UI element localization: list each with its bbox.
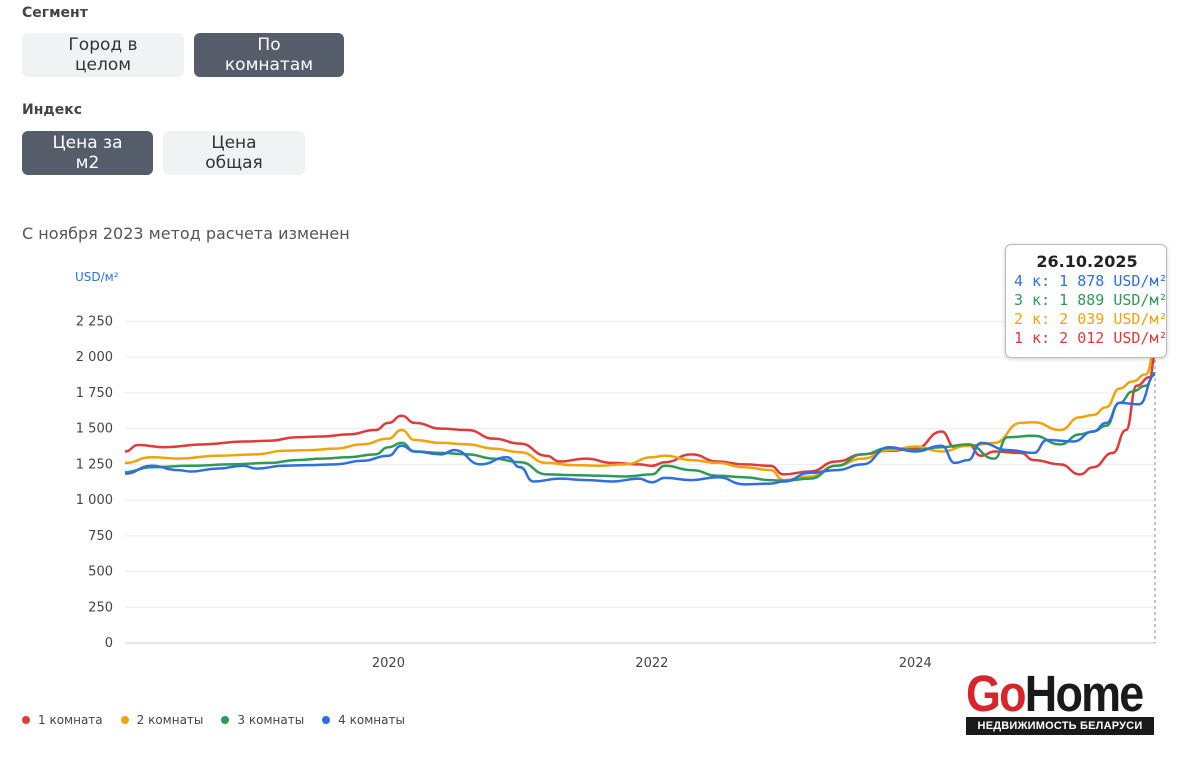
hover-tooltip: 26.10.2025 4 к: 1 878 USD/м² 3 к: 1 889 … [1005, 244, 1168, 358]
y-tick-label: 2 000 [76, 350, 113, 365]
segment-label: Сегмент [22, 5, 88, 21]
legend-item-2-rooms[interactable]: 2 комнаты [120, 713, 204, 727]
logo-subtitle: НЕДВИЖИМОСТЬ БЕЛАРУСИ [966, 717, 1154, 735]
segment-rooms-button[interactable]: По комнатам [194, 33, 344, 77]
tooltip-date: 26.10.2025 [1036, 252, 1138, 271]
y-tick-label: 0 [105, 636, 113, 651]
legend-dot-3-rooms [221, 716, 230, 724]
index-label: Индекс [22, 102, 82, 118]
series-line-3 [124, 371, 1156, 483]
legend-item-4-rooms[interactable]: 4 комнаты [322, 713, 405, 727]
y-tick-label: 2 250 [76, 314, 113, 329]
series-lines [124, 350, 1157, 486]
grid-lines [125, 320, 1155, 644]
legend-dot-1-room [22, 716, 30, 724]
gohome-logo[interactable]: GoHome НЕДВИЖИМОСТЬ БЕЛАРУСИ [966, 668, 1156, 736]
y-tick-label: 750 [88, 529, 113, 544]
tooltip-row-2-rooms: 2 к: 2 039 USD/м² [1014, 310, 1168, 328]
legend-item-3-rooms[interactable]: 3 комнаты [221, 713, 304, 727]
x-tick-label: 2020 [372, 656, 405, 671]
y-tick-label: 1 000 [76, 493, 113, 508]
logo-wordmark: GoHome [966, 668, 1144, 719]
y-tick-label: 1 250 [76, 457, 113, 472]
y-axis-ticks: 0 250 500 750 1 000 1 250 1 500 1 750 2 000 2 250 [76, 314, 113, 651]
x-tick-label: 2024 [899, 656, 932, 671]
series-line-1 [124, 354, 1157, 476]
logo-home: Home [1024, 665, 1144, 722]
y-tick-label: 1 500 [76, 422, 113, 437]
y-axis-unit-label: USD/м² [75, 270, 119, 284]
legend-dot-2-rooms [120, 716, 129, 724]
index-total-price-button[interactable]: Цена общая [163, 131, 305, 175]
logo-go: Go [966, 665, 1027, 722]
legend-label-4-rooms: 4 комнаты [338, 713, 405, 727]
legend-label-1-room: 1 комната [38, 713, 103, 727]
legend-label-3-rooms: 3 комнаты [237, 713, 305, 727]
series-line-4 [124, 373, 1156, 486]
x-tick-label: 2022 [635, 656, 668, 671]
x-axis-ticks: 2020 2022 2024 [372, 656, 932, 671]
tooltip-row-4-rooms: 4 к: 1 878 USD/м² [1014, 272, 1168, 290]
legend-item-1-room[interactable]: 1 комната [22, 713, 103, 727]
y-tick-label: 500 [88, 565, 113, 580]
index-price-per-m2-button[interactable]: Цена за м2 [22, 131, 153, 175]
legend-dot-4-rooms [322, 716, 331, 724]
segment-city-button[interactable]: Город в целом [22, 33, 184, 77]
y-tick-label: 1 750 [76, 386, 113, 401]
chart-legend: 1 комната 2 комнаты 3 комнаты 4 комнаты [22, 713, 405, 727]
y-tick-label: 250 [88, 600, 113, 615]
legend-label-2-rooms: 2 комнаты [136, 713, 204, 727]
method-change-note: С ноября 2023 метод расчета изменен [22, 224, 350, 243]
series-line-2 [124, 350, 1156, 482]
tooltip-row-1-room: 1 к: 2 012 USD/м² [1014, 329, 1168, 347]
tooltip-row-3-rooms: 3 к: 1 889 USD/м² [1014, 291, 1168, 309]
